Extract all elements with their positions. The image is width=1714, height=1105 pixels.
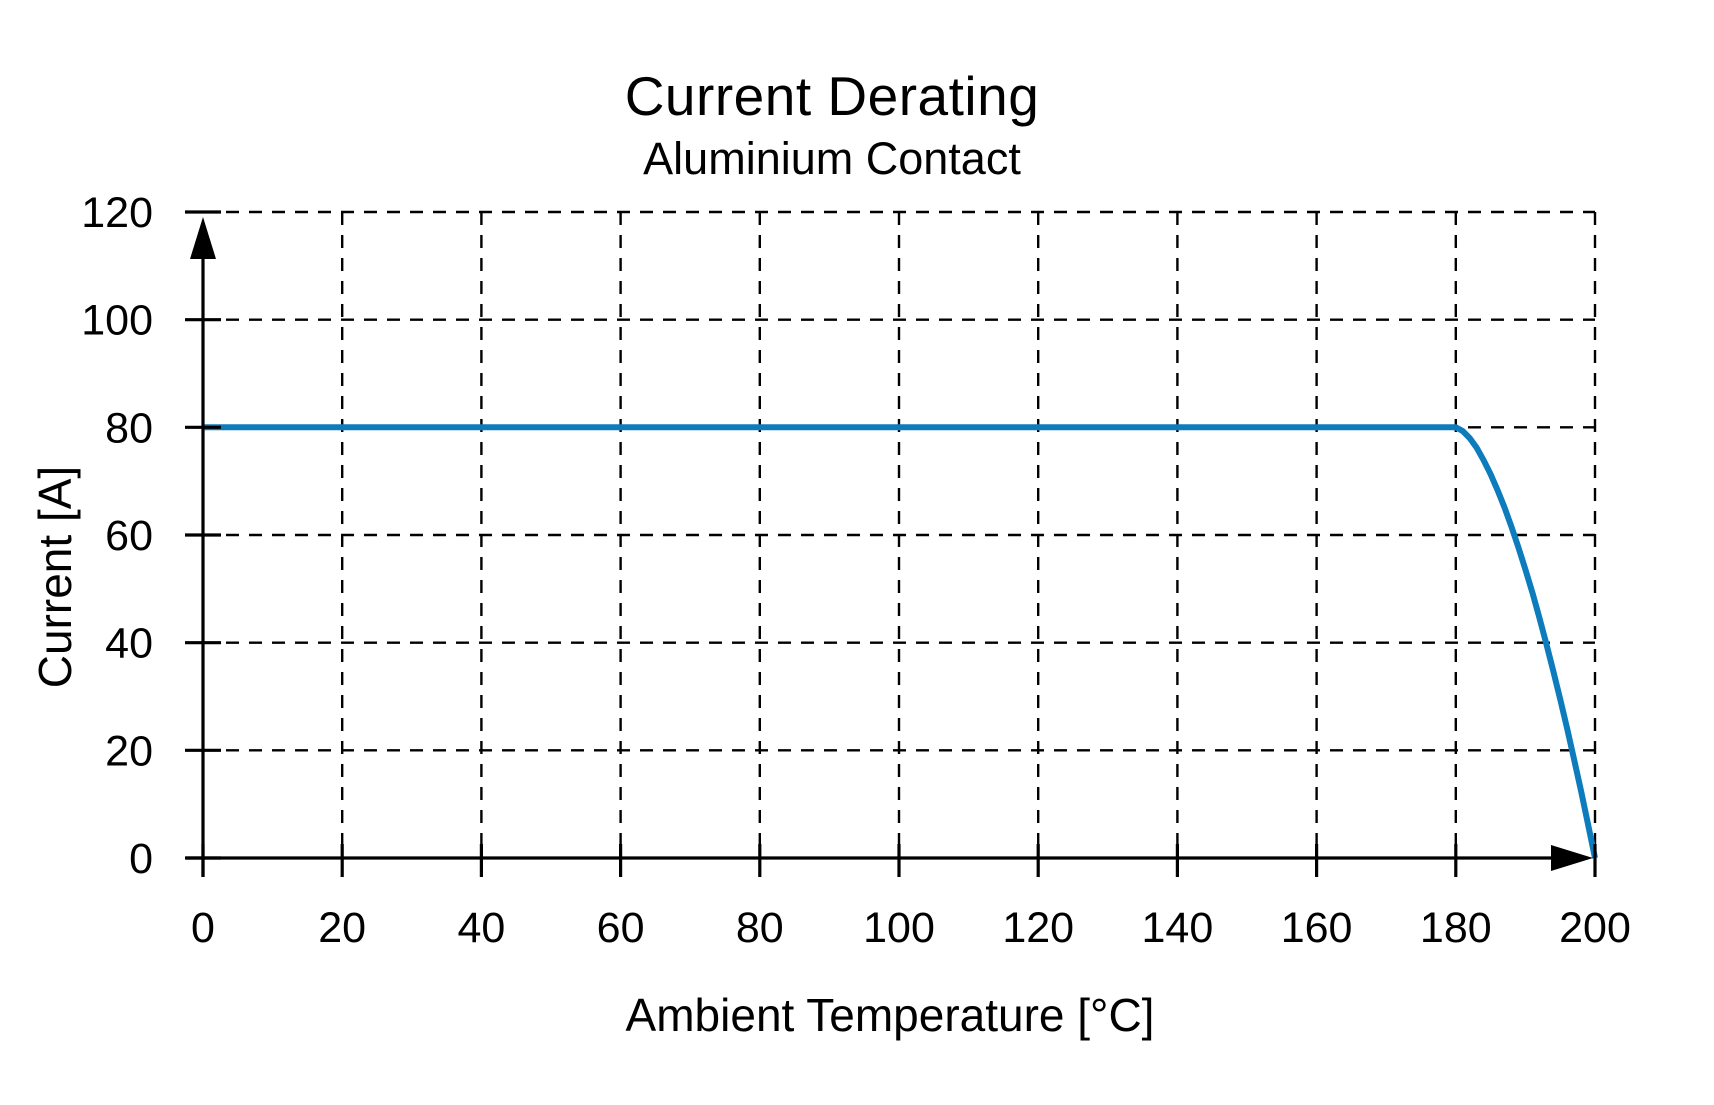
y-tick-label: 40: [105, 620, 153, 668]
chart-title: Current Derating: [624, 65, 1040, 127]
y-tick-label: 60: [105, 512, 153, 560]
derating-curve: [203, 424, 1598, 859]
y-tick-label: 20: [105, 727, 153, 775]
x-tick-label: 40: [457, 904, 505, 952]
x-tick-label: 20: [318, 904, 366, 952]
x-axis-title: Ambient Temperature [°C]: [625, 989, 1155, 1041]
x-axis-arrowhead: [1551, 845, 1593, 871]
x-tick-label: 140: [1142, 904, 1214, 952]
x-tick-label: 80: [736, 904, 784, 952]
x-tick-label: 180: [1420, 904, 1492, 952]
x-tick-label: 100: [863, 904, 935, 952]
y-tick-label: 120: [81, 189, 153, 237]
y-axis-arrowhead: [190, 217, 216, 259]
y-tick-label: 0: [129, 835, 153, 883]
chart-subtitle: Aluminium Contact: [643, 133, 1021, 184]
x-tick-label: 200: [1559, 904, 1631, 952]
x-tick-label: 0: [191, 904, 215, 952]
x-tick-label: 120: [1002, 904, 1074, 952]
y-axis-title: Current [A]: [29, 465, 81, 689]
y-tick-label: 80: [105, 404, 153, 452]
x-tick-label: 160: [1281, 904, 1353, 952]
x-tick-label: 60: [597, 904, 645, 952]
y-tick-label: 100: [81, 297, 153, 345]
